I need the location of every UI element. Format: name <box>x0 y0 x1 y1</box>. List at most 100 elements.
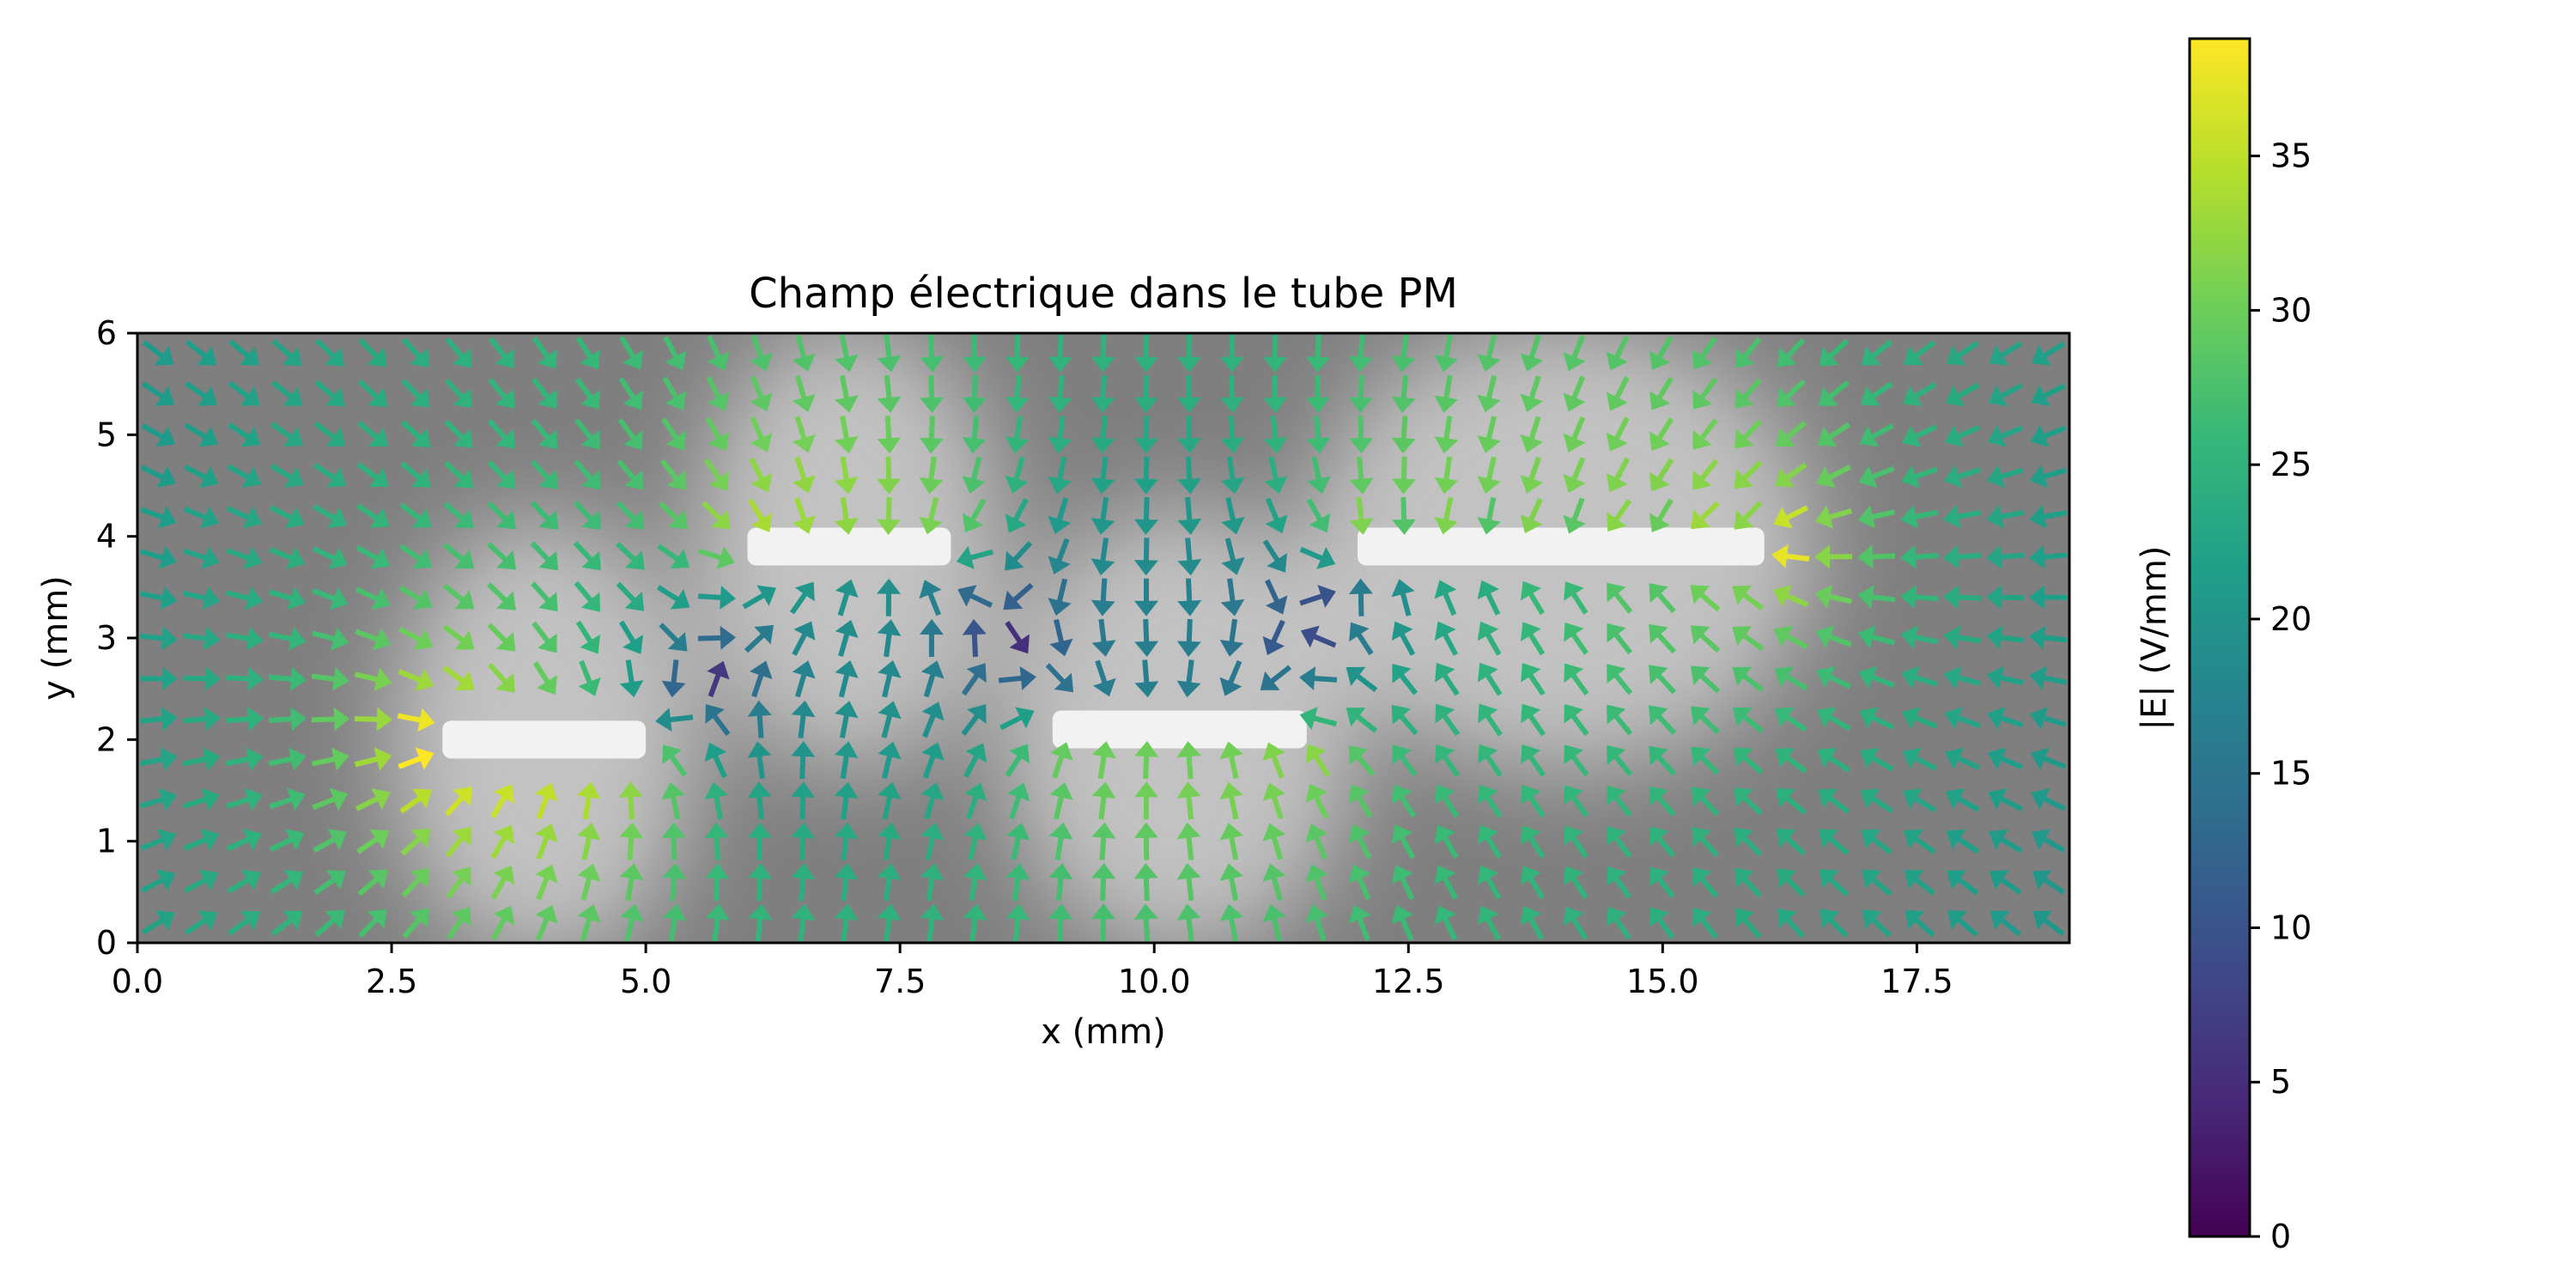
field-arrow-132 <box>1946 829 1980 854</box>
x-tick-label: 17.5 <box>1880 963 1953 1000</box>
field-arrow-408 <box>1177 538 1202 576</box>
field-arrow-367 <box>1134 578 1158 617</box>
field-arrow-497 <box>1563 457 1586 493</box>
field-arrow-395 <box>399 544 433 569</box>
field-arrow-116 <box>1262 823 1286 860</box>
field-arrow-120 <box>1434 824 1459 860</box>
field-arrow-549 <box>1859 423 1894 447</box>
field-arrow-308 <box>532 621 557 653</box>
field-arrow-601 <box>228 339 259 366</box>
field-arrow-592 <box>1777 379 1807 408</box>
field-arrow-414 <box>1857 544 1896 569</box>
field-arrow-556 <box>228 380 260 406</box>
field-arrow-505 <box>1901 465 1938 489</box>
colorbar-tick-label: 10 <box>2270 908 2312 946</box>
field-arrow-296 <box>1943 665 1981 690</box>
field-arrow-66 <box>1048 863 1073 902</box>
field-arrow-191 <box>834 741 859 780</box>
field-arrow-304 <box>355 628 392 651</box>
field-arrow-610 <box>619 336 644 370</box>
field-arrow-275 <box>1045 663 1074 693</box>
field-arrow-170 <box>1649 786 1676 817</box>
field-arrow-522 <box>705 416 730 452</box>
field-arrow-222 <box>225 707 264 732</box>
field-arrow-534 <box>1220 416 1245 454</box>
field-arrow-250 <box>1901 707 1938 730</box>
field-arrow-201 <box>1262 742 1285 779</box>
field-arrow-573 <box>962 374 987 413</box>
field-arrow-233 <box>921 702 945 738</box>
field-arrow-422 <box>270 505 305 529</box>
field-arrow-198 <box>1134 741 1159 780</box>
field-arrow-22 <box>1091 903 1115 942</box>
field-arrow-70 <box>1219 863 1243 902</box>
field-arrow-238 <box>1391 704 1419 736</box>
field-arrow-311 <box>659 623 688 652</box>
field-arrow-299 <box>139 626 178 651</box>
field-arrow-586 <box>1520 375 1544 412</box>
field-arrow-538 <box>1391 416 1416 454</box>
field-arrow-228 <box>705 704 731 737</box>
field-arrow-307 <box>487 623 516 652</box>
field-arrow-552 <box>1987 424 2024 447</box>
field-arrow-578 <box>1177 375 1201 413</box>
field-arrow-464 <box>140 465 176 488</box>
field-arrow-39 <box>1820 908 1849 939</box>
field-arrow-405 <box>1048 538 1071 574</box>
field-arrow-631 <box>1520 334 1544 372</box>
field-arrow-637 <box>1777 337 1806 368</box>
field-arrow-271 <box>878 659 902 698</box>
field-arrow-536 <box>1306 416 1331 454</box>
field-arrow-189 <box>747 741 772 780</box>
field-arrow-504 <box>1858 465 1895 489</box>
field-arrow-604 <box>358 337 387 368</box>
field-arrow-224 <box>311 707 349 732</box>
field-arrow-378 <box>1607 582 1633 614</box>
field-arrow-384 <box>1857 585 1896 610</box>
field-arrow-246 <box>1732 707 1764 733</box>
colorbar-tick-label: 15 <box>2270 755 2312 793</box>
field-arrow-477 <box>703 458 729 491</box>
field-arrow-363 <box>957 585 993 608</box>
field-arrow-386 <box>1943 585 1982 610</box>
field-arrow-216 <box>1902 747 1937 771</box>
field-arrow-127 <box>1734 828 1763 857</box>
field-arrow-416 <box>1943 544 1982 569</box>
field-arrow-502 <box>1775 462 1807 488</box>
field-arrow-180 <box>139 747 178 771</box>
field-arrow-440 <box>1048 497 1072 534</box>
field-arrow-135 <box>140 787 178 811</box>
field-arrow-5 <box>358 908 387 938</box>
field-arrow-74 <box>1391 865 1415 901</box>
field-arrow-516 <box>444 419 473 448</box>
field-arrow-184 <box>311 747 349 771</box>
field-arrow-562 <box>488 378 515 409</box>
field-arrow-278 <box>1176 659 1201 698</box>
field-arrow-640 <box>1904 340 1936 366</box>
field-arrow-554 <box>142 381 175 406</box>
field-arrow-174 <box>1818 788 1850 814</box>
field-arrow-605 <box>402 337 429 368</box>
field-arrow-360 <box>835 579 859 617</box>
field-arrow-258 <box>311 667 349 691</box>
field-arrow-574 <box>1005 374 1030 413</box>
field-arrow-495 <box>1477 456 1501 495</box>
field-arrow-412 <box>1771 544 1810 568</box>
field-arrow-500 <box>1692 459 1719 490</box>
field-arrow-396 <box>443 543 475 569</box>
field-arrow-12 <box>662 903 687 942</box>
field-arrow-77 <box>1521 866 1545 900</box>
field-arrow-196 <box>1050 742 1073 779</box>
field-arrow-509 <box>141 422 176 447</box>
field-arrow-333 <box>1607 623 1632 655</box>
field-arrow-60 <box>791 863 816 902</box>
x-tick-label: 10.0 <box>1118 963 1191 1000</box>
field-arrow-123 <box>1564 825 1589 859</box>
field-arrow-106 <box>834 822 859 860</box>
colorbar-tick-label: 5 <box>2270 1063 2291 1101</box>
field-arrow-10 <box>577 904 601 942</box>
field-arrow-23 <box>1133 903 1158 942</box>
field-arrow-361 <box>877 578 901 617</box>
field-arrow-524 <box>792 416 816 453</box>
field-arrow-48 <box>270 870 304 895</box>
